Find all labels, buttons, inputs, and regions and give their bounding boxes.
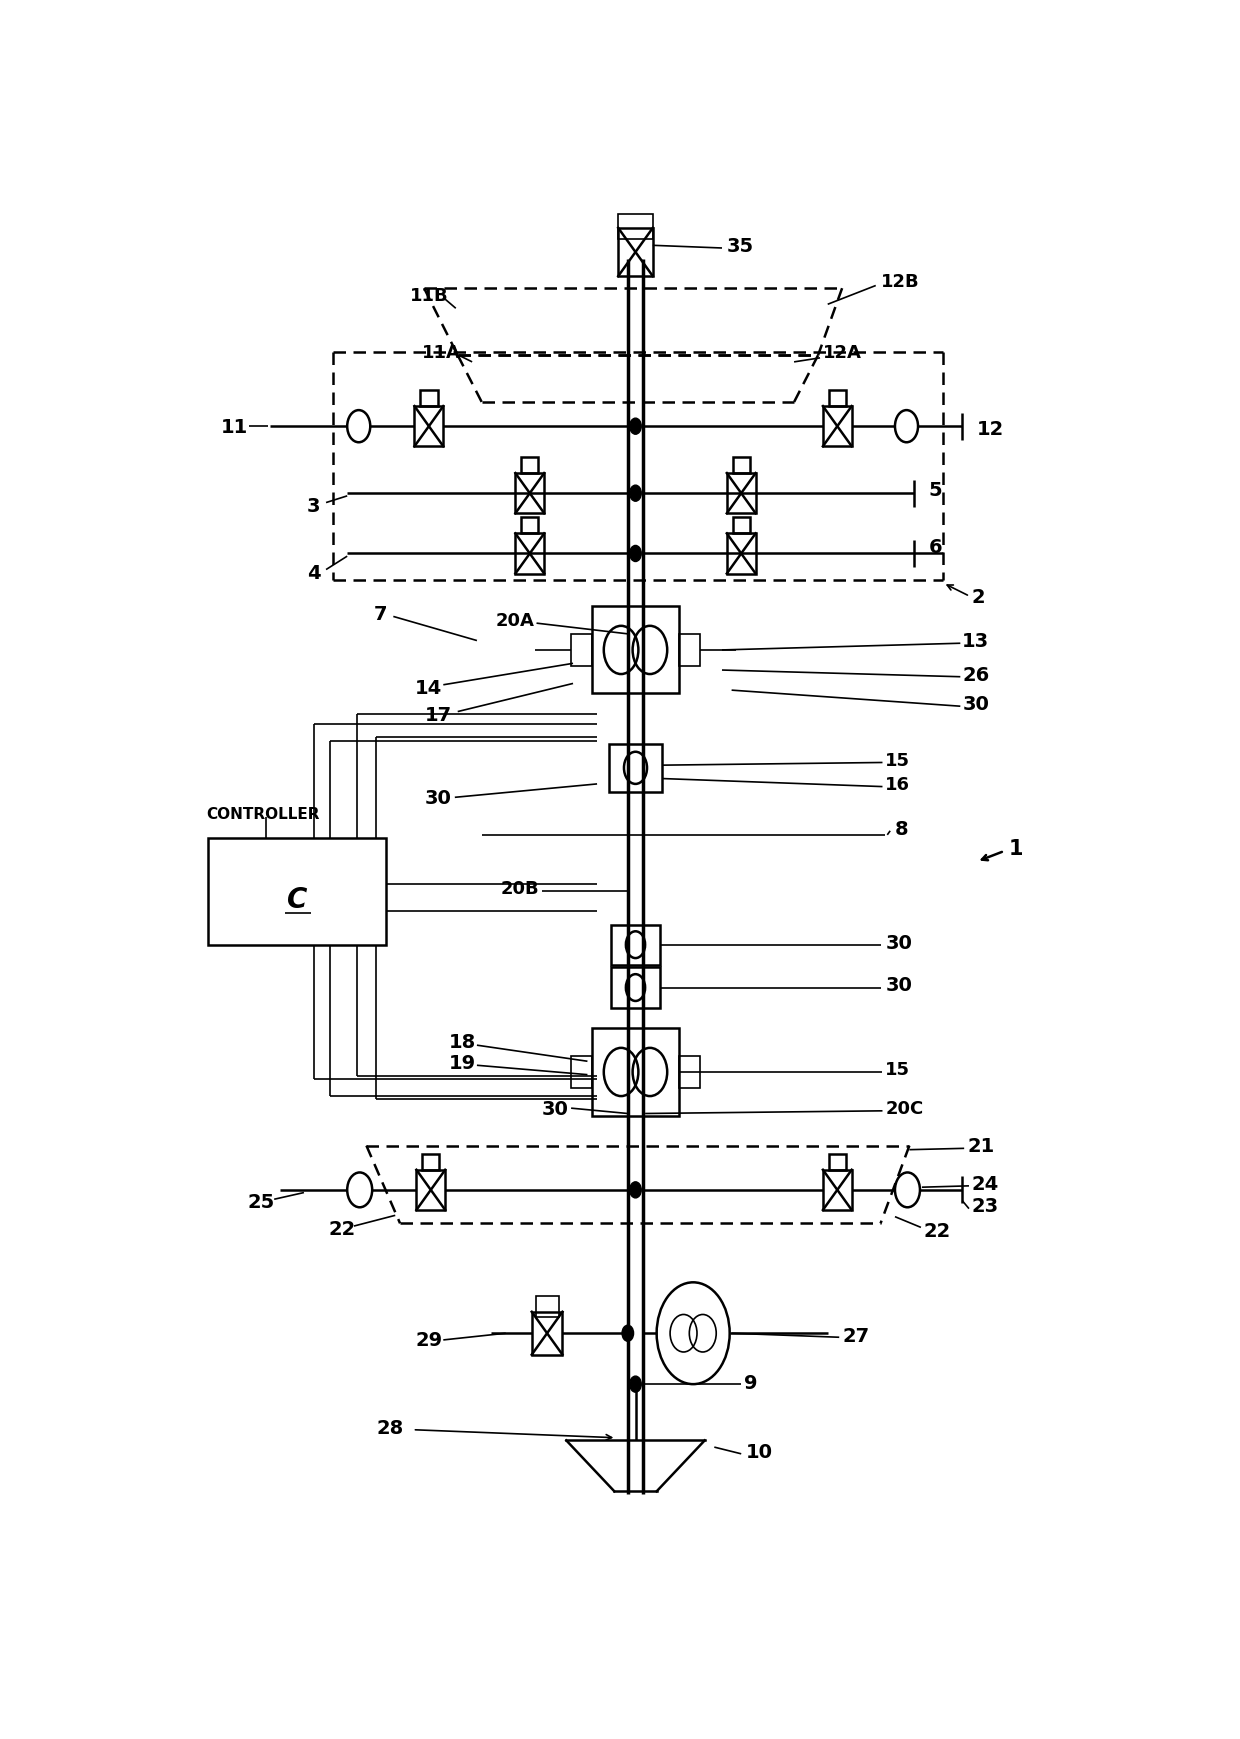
Text: 15: 15 — [885, 1061, 910, 1078]
Text: 7: 7 — [374, 605, 388, 624]
Text: 9: 9 — [744, 1374, 758, 1393]
Text: 8: 8 — [895, 819, 909, 838]
Bar — [521, 457, 538, 473]
Text: 30: 30 — [962, 694, 990, 713]
Text: 11B: 11B — [409, 287, 449, 304]
Text: 23: 23 — [972, 1196, 999, 1216]
Text: 11A: 11A — [422, 344, 461, 362]
Bar — [572, 1056, 593, 1089]
Text: 12B: 12B — [880, 273, 919, 292]
Circle shape — [630, 485, 641, 503]
Text: 12A: 12A — [823, 344, 862, 362]
Bar — [417, 1170, 445, 1210]
Text: 26: 26 — [962, 666, 990, 683]
Text: 3: 3 — [306, 496, 320, 515]
Text: 22: 22 — [924, 1221, 951, 1240]
Bar — [516, 473, 544, 515]
Bar — [208, 838, 386, 946]
Text: 6: 6 — [929, 537, 942, 556]
Text: 12: 12 — [977, 421, 1004, 440]
Bar — [414, 407, 444, 447]
Bar — [828, 391, 846, 407]
Bar — [619, 216, 652, 240]
Bar — [733, 457, 750, 473]
Bar — [516, 534, 544, 574]
Text: CONTROLLER: CONTROLLER — [206, 807, 320, 821]
Text: 14: 14 — [415, 678, 443, 697]
Text: 2: 2 — [972, 588, 986, 607]
Bar — [823, 407, 852, 447]
Bar — [619, 230, 652, 277]
Text: 30: 30 — [885, 976, 913, 995]
Text: 24: 24 — [972, 1174, 999, 1193]
Circle shape — [630, 546, 641, 562]
Bar — [611, 969, 660, 1009]
Bar — [727, 473, 755, 515]
Bar — [678, 1056, 699, 1089]
Bar — [823, 1170, 852, 1210]
Circle shape — [630, 1376, 641, 1393]
Text: C: C — [286, 885, 308, 913]
Text: 20B: 20B — [501, 880, 539, 897]
Bar — [727, 534, 755, 574]
Text: 16: 16 — [885, 776, 910, 793]
Bar — [521, 518, 538, 534]
Text: 19: 19 — [449, 1054, 476, 1073]
Bar — [593, 1029, 678, 1116]
Text: 28: 28 — [377, 1417, 404, 1436]
Text: 20C: 20C — [885, 1099, 924, 1118]
Text: 17: 17 — [425, 706, 453, 725]
Text: 10: 10 — [746, 1442, 773, 1461]
Bar — [420, 391, 438, 407]
Bar — [422, 1155, 439, 1170]
Bar — [572, 635, 593, 666]
Text: 30: 30 — [885, 934, 913, 951]
Circle shape — [630, 419, 641, 435]
Text: 22: 22 — [329, 1219, 356, 1238]
Text: 13: 13 — [962, 631, 990, 650]
Text: 21: 21 — [967, 1137, 994, 1155]
Text: 20A: 20A — [496, 612, 534, 630]
Text: 18: 18 — [449, 1031, 476, 1050]
Bar — [828, 1155, 846, 1170]
Text: 25: 25 — [247, 1193, 274, 1212]
Bar — [678, 635, 699, 666]
Bar — [532, 1311, 563, 1355]
Text: 1: 1 — [1008, 838, 1023, 859]
Text: 4: 4 — [306, 563, 320, 583]
Bar — [611, 925, 660, 965]
Text: 30: 30 — [425, 788, 451, 807]
Text: 35: 35 — [727, 237, 754, 256]
Text: 15: 15 — [885, 751, 910, 769]
Text: 5: 5 — [929, 480, 942, 499]
Bar — [609, 744, 662, 793]
Circle shape — [630, 1183, 641, 1198]
Circle shape — [622, 1325, 634, 1341]
Text: 29: 29 — [415, 1330, 443, 1349]
Bar — [593, 607, 678, 694]
Bar — [536, 1296, 559, 1318]
Text: 27: 27 — [842, 1327, 869, 1346]
Bar — [733, 518, 750, 534]
Text: 30: 30 — [542, 1099, 568, 1118]
Text: 11: 11 — [221, 417, 248, 436]
